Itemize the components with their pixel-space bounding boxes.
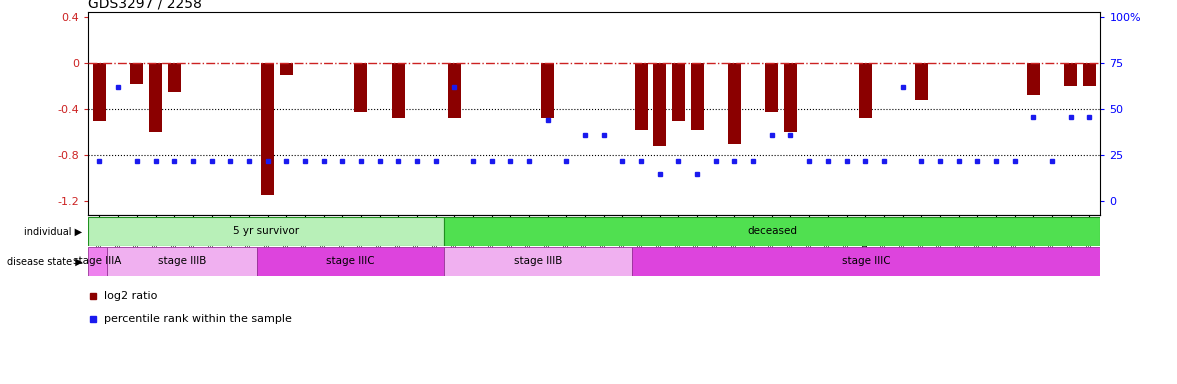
Bar (672, 63, 685, 121)
Text: stage IIIB: stage IIIB (158, 256, 206, 266)
Bar (541, 63, 554, 118)
Text: stage IIIC: stage IIIC (326, 256, 375, 266)
Text: deceased: deceased (747, 226, 798, 237)
Text: percentile rank within the sample: percentile rank within the sample (104, 314, 292, 324)
Bar (1026, 63, 1039, 96)
Text: stage IIIA: stage IIIA (73, 256, 122, 266)
Bar (1064, 63, 1077, 86)
Bar (859, 63, 872, 118)
Bar (107, 247, 257, 276)
Bar (727, 63, 742, 144)
Bar (784, 63, 797, 132)
Bar (93, 63, 106, 121)
Bar (261, 63, 274, 195)
Bar (88, 247, 107, 276)
Bar (765, 63, 778, 112)
Bar (149, 63, 162, 132)
Text: log2 ratio: log2 ratio (104, 291, 158, 301)
Text: stage IIIB: stage IIIB (514, 256, 563, 266)
Bar (915, 63, 927, 100)
Text: 5 yr survivor: 5 yr survivor (233, 226, 299, 237)
Text: individual ▶: individual ▶ (25, 226, 82, 237)
Bar (88, 217, 445, 246)
Bar (634, 63, 647, 130)
Bar (167, 63, 181, 92)
Text: stage IIIC: stage IIIC (842, 256, 891, 266)
Bar (445, 217, 1100, 246)
Bar (392, 63, 405, 118)
Bar (131, 63, 144, 84)
Bar (653, 63, 666, 146)
Bar (447, 63, 461, 118)
Bar (354, 63, 367, 112)
Text: disease state ▶: disease state ▶ (7, 256, 82, 266)
Bar (280, 63, 293, 75)
Text: GDS3297 / 2258: GDS3297 / 2258 (88, 0, 202, 10)
Bar (257, 247, 445, 276)
Bar (1083, 63, 1096, 86)
Bar (445, 247, 632, 276)
Bar (691, 63, 704, 130)
Bar (632, 247, 1100, 276)
